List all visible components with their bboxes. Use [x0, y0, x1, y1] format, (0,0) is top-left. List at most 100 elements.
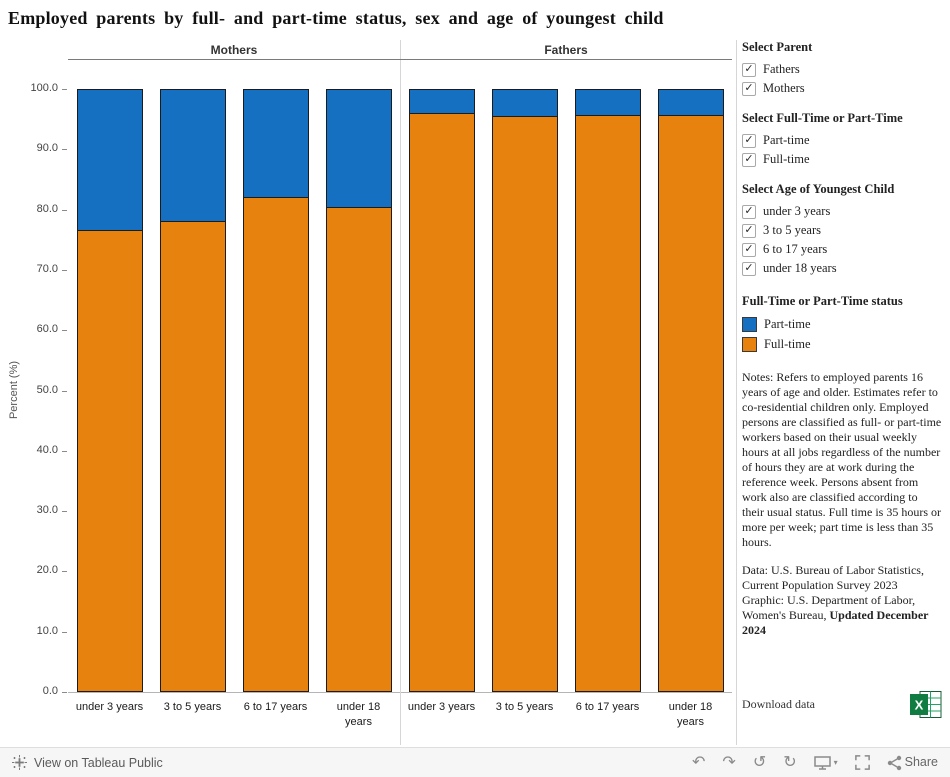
- filter-title: Select Full-Time or Part-Time: [742, 111, 903, 125]
- bar-fathers-under-18-years: [657, 89, 724, 692]
- bar-segment-full-time[interactable]: [408, 114, 475, 692]
- x-category-label: under 18 years: [336, 701, 381, 728]
- y-tick-mark: [62, 450, 67, 452]
- legend-items: Part-time Full-time: [742, 314, 942, 354]
- bar-fathers-6-to-17-years: [574, 89, 641, 692]
- source-updated: Updated December 2024: [742, 608, 929, 637]
- filter-title: Select Parent: [742, 40, 813, 54]
- bar-segment-full-time[interactable]: [574, 116, 641, 692]
- bar-segment-full-time[interactable]: [325, 207, 392, 692]
- y-tick-mark: [62, 511, 67, 513]
- share-icon[interactable]: Share: [887, 755, 938, 771]
- y-tick-label: 70.0: [36, 262, 58, 275]
- bar-segment-full-time[interactable]: [491, 116, 558, 692]
- filter-checkbox-under-18-years[interactable]: ✓ under 18 years: [742, 259, 942, 278]
- notes-text: Notes: Refers to employed parents 16 yea…: [742, 370, 942, 549]
- download-data-button[interactable]: Download data X: [742, 690, 942, 719]
- checkbox-icon: ✓: [742, 261, 756, 276]
- bar-segment-part-time[interactable]: [657, 89, 724, 116]
- y-tick-label: 0.0: [42, 685, 58, 697]
- x-category-label: 3 to 5 years: [163, 701, 222, 713]
- checkbox-label: 3 to 5 years: [763, 223, 821, 237]
- y-tick-label: 20.0: [36, 564, 58, 577]
- bar-segment-part-time[interactable]: [325, 89, 392, 208]
- filter-groups: Select Parent ✓ Fathers ✓ Mothers Select Full…: [742, 40, 942, 278]
- checkbox-label: Mothers: [763, 81, 805, 95]
- redo-icon[interactable]: ↷: [722, 753, 736, 771]
- reset-icon[interactable]: ↺: [752, 753, 767, 771]
- page-title: Employed parents by full- and part-time …: [8, 8, 664, 28]
- filter-checkbox-3-to-5-years[interactable]: ✓ 3 to 5 years: [742, 221, 942, 240]
- x-category-label: 3 to 5 years: [495, 701, 554, 713]
- bar-mothers-under-18-years: [325, 89, 392, 692]
- legend-label: Full-time: [764, 336, 811, 351]
- x-category-label: under 3 years: [407, 701, 476, 713]
- source-data-line: Data: U.S. Bureau of Labor Statistics, C…: [742, 563, 924, 592]
- filter-checkbox-under-3-years[interactable]: ✓ under 3 years: [742, 202, 942, 221]
- bar-segment-part-time[interactable]: [242, 89, 309, 198]
- filter-group-select-full-time-or-part-time: Select Full-Time or Part-Time ✓ Part-time ✓…: [742, 111, 942, 169]
- bar-segment-full-time[interactable]: [242, 197, 309, 692]
- y-tick-mark: [62, 330, 67, 332]
- bar-segment-full-time[interactable]: [76, 230, 143, 692]
- y-tick-mark: [62, 631, 67, 633]
- refresh-icon[interactable]: ↻: [783, 753, 797, 771]
- y-tick-label: 100.0: [30, 82, 58, 94]
- bar-segment-part-time[interactable]: [76, 89, 143, 231]
- y-tick-label: 30.0: [36, 504, 58, 517]
- checkbox-label: Part-time: [763, 133, 810, 147]
- y-tick-label: 40.0: [36, 443, 58, 456]
- bar-segment-part-time[interactable]: [408, 89, 475, 115]
- filter-checkbox-fathers[interactable]: ✓ Fathers: [742, 60, 942, 79]
- y-tick-label: 60.0: [36, 323, 58, 336]
- filter-checkbox-mothers[interactable]: ✓ Mothers: [742, 79, 942, 98]
- sidebar-divider: [736, 40, 737, 745]
- filter-checkbox-part-time[interactable]: ✓ Part-time: [742, 131, 942, 150]
- filter-checkbox-6-to-17-years[interactable]: ✓ 6 to 17 years: [742, 240, 942, 259]
- fullscreen-icon[interactable]: [854, 755, 870, 770]
- filter-group-select-parent: Select Parent ✓ Fathers ✓ Mothers: [742, 40, 942, 98]
- svg-text:X: X: [915, 698, 924, 713]
- device-icon[interactable]: ▾: [813, 755, 838, 770]
- view-on-tableau-link[interactable]: View on Tableau Public: [12, 755, 163, 770]
- share-label: Share: [904, 755, 938, 770]
- legend-item-full-time[interactable]: Full-time: [742, 334, 942, 354]
- source-text: Data: U.S. Bureau of Labor Statistics, C…: [742, 563, 942, 638]
- y-tick-mark: [62, 571, 67, 573]
- x-category-label: under 18 years: [668, 701, 713, 728]
- bar-segment-full-time[interactable]: [657, 115, 724, 692]
- bar-segment-part-time[interactable]: [574, 89, 641, 117]
- x-category-label: under 3 years: [75, 701, 144, 713]
- bar-segment-part-time[interactable]: [491, 89, 558, 117]
- bar-fathers-under-3-years: [408, 89, 475, 692]
- checkbox-label: Full-time: [763, 152, 810, 166]
- bar-segment-part-time[interactable]: [159, 89, 226, 222]
- source-graphic-line: Graphic: U.S. Department of Labor, Women…: [742, 593, 916, 622]
- legend-title: Full-Time or Part-Time status: [742, 294, 903, 308]
- legend-item-part-time[interactable]: Part-time: [742, 314, 942, 334]
- panel-divider: [400, 40, 401, 745]
- y-tick-mark: [62, 89, 67, 90]
- view-on-tableau-label: View on Tableau Public: [34, 755, 163, 770]
- filter-checkbox-full-time[interactable]: ✓ Full-time: [742, 150, 942, 169]
- undo-icon[interactable]: ↶: [692, 753, 706, 771]
- legend-label: Part-time: [764, 316, 811, 331]
- bar-mothers-6-to-17-years: [242, 89, 309, 692]
- checkbox-icon: ✓: [742, 81, 756, 96]
- bar-fathers-3-to-5-years: [491, 89, 558, 692]
- y-tick-mark: [62, 269, 67, 271]
- filter-group-select-age-of-youngest-child: Select Age of Youngest Child ✓ under 3 yea…: [742, 182, 942, 278]
- legend: Full-Time or Part-Time status Part-time F…: [742, 294, 942, 354]
- y-tick-label: 10.0: [36, 624, 58, 637]
- download-data-label: Download data: [742, 697, 815, 711]
- checkbox-icon: ✓: [742, 242, 756, 257]
- legend-swatch: [742, 336, 757, 352]
- bar-segment-full-time[interactable]: [159, 221, 226, 692]
- checkbox-icon: ✓: [742, 152, 756, 167]
- excel-icon: X: [910, 690, 942, 719]
- x-category-label: 6 to 17 years: [575, 701, 640, 713]
- checkbox-label: under 3 years: [763, 204, 831, 218]
- legend-swatch: [742, 316, 757, 332]
